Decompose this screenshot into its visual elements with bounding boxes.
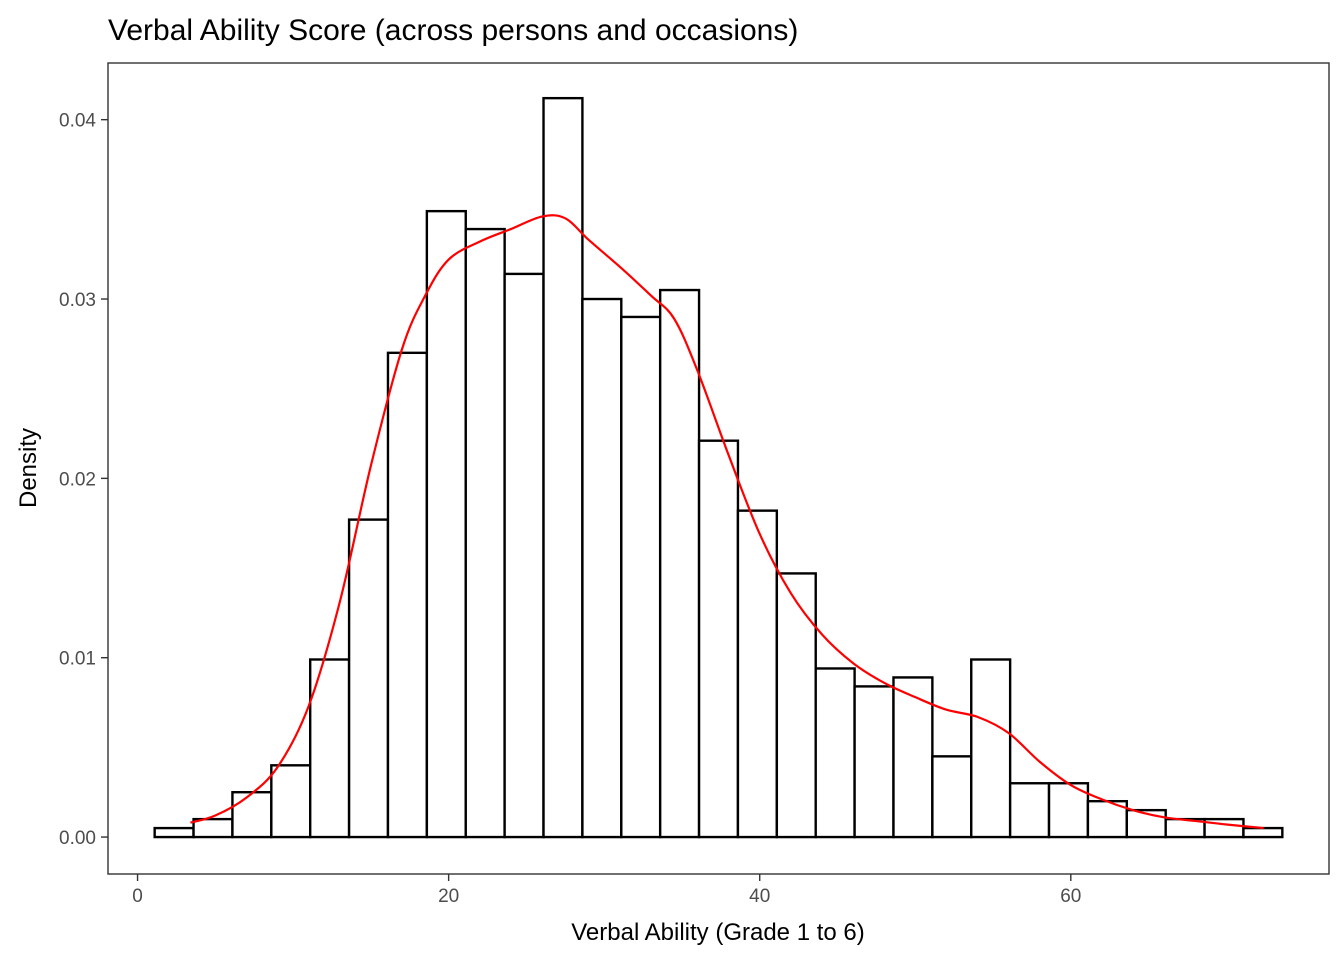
histogram-bar (1242, 826, 1284, 839)
histogram-bar (620, 315, 662, 839)
y-tick-label: 0.02 (59, 469, 96, 490)
histogram-bar (931, 755, 973, 839)
plot-panel (107, 62, 1330, 875)
histogram-bar (892, 676, 934, 839)
histogram-bar (775, 572, 817, 839)
histogram-bar (464, 227, 506, 839)
histogram-bar (970, 658, 1012, 839)
x-axis-title: Verbal Ability (Grade 1 to 6) (571, 919, 864, 946)
histogram-bar (503, 272, 545, 839)
histogram-bar (697, 439, 740, 839)
histogram-bar (736, 509, 779, 839)
histogram-bar (231, 791, 273, 839)
histogram-bar (270, 764, 312, 839)
y-tick-label: 0.04 (59, 111, 96, 132)
x-tick-label: 40 (749, 886, 770, 907)
histogram-bar (153, 826, 195, 839)
histogram-bar (1008, 782, 1051, 839)
y-tick-label: 0.00 (59, 828, 96, 849)
y-axis-title: Density (15, 428, 42, 508)
bars-group (153, 96, 1284, 839)
histogram-bar (853, 685, 895, 839)
x-axis: 0 20 40 60 (132, 874, 1081, 907)
chart-title: Verbal Ability Score (across persons and… (108, 14, 798, 47)
y-axis: 0.00 0.01 0.02 0.03 0.04 (59, 111, 108, 849)
histogram-bar (347, 518, 390, 839)
y-tick-label: 0.01 (59, 649, 96, 670)
histogram-bar (386, 351, 429, 839)
histogram-bar (814, 667, 856, 839)
histogram-bar (581, 297, 623, 839)
histogram-bar (309, 658, 351, 839)
x-tick-label: 20 (438, 886, 459, 907)
histogram-bar (542, 96, 584, 839)
y-tick-label: 0.03 (59, 290, 96, 311)
density-curve (190, 214, 1264, 830)
histogram-bar (192, 817, 234, 839)
histogram-bar (658, 288, 701, 839)
x-tick-label: 0 (132, 886, 143, 907)
histogram-bar (425, 209, 467, 839)
x-tick-label: 60 (1060, 886, 1081, 907)
